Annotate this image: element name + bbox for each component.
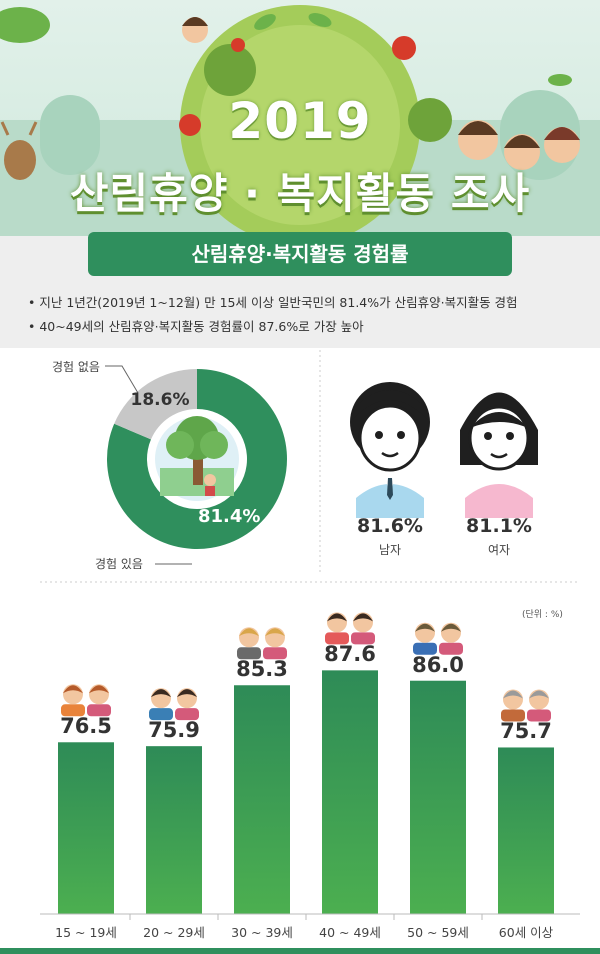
hero-year: 2019 xyxy=(228,92,372,150)
person-shirt xyxy=(439,642,463,655)
person-hair xyxy=(353,613,373,622)
person-hair xyxy=(529,690,549,699)
person-shirt xyxy=(87,704,111,717)
male-value: 81.6% xyxy=(357,515,423,537)
bar-category-label: 30 ~ 39세 xyxy=(231,925,293,940)
bar-value-label: 75.9 xyxy=(148,718,200,743)
person-hair xyxy=(327,613,347,622)
bar-4 xyxy=(410,680,466,914)
female-value: 81.1% xyxy=(466,515,532,537)
male-label: 남자 xyxy=(378,543,402,557)
donut-slice-no-experience xyxy=(114,369,197,440)
person-shirt xyxy=(175,708,199,721)
unit-note: (단위 : %) xyxy=(522,610,563,620)
donut-slice-experience xyxy=(107,369,288,549)
bar-category-label: 20 ~ 29세 xyxy=(143,925,205,940)
person-hair xyxy=(151,689,171,698)
hero-banner: 2019 산림휴양 · 복지활동 조사 xyxy=(0,0,600,240)
summary-bullet-2: • 40~49세의 산림휴양·복지활동 경험률이 87.6%로 가장 높아 xyxy=(28,319,364,334)
chart-canvas xyxy=(40,350,580,920)
bar-category-label: 50 ~ 59세 xyxy=(407,925,469,940)
bar-1 xyxy=(146,746,202,914)
person-hair xyxy=(441,623,461,632)
bar-3 xyxy=(322,670,378,914)
bottom-bar xyxy=(0,948,600,954)
age-ticks xyxy=(129,914,483,920)
legend-leader-yes xyxy=(155,563,192,565)
age-group-faces xyxy=(61,612,551,722)
donut-label-no: 18.6% xyxy=(130,390,190,410)
experience-donut xyxy=(107,369,288,549)
person-hair xyxy=(415,623,435,632)
person-shirt xyxy=(263,647,287,660)
section-title: 산림휴양·복지활동 경험률 xyxy=(88,232,512,276)
bar-category-label: 60세 이상 xyxy=(498,925,554,940)
bar-category-label: 40 ~ 49세 xyxy=(319,925,381,940)
bar-value-label: 75.7 xyxy=(500,719,552,744)
person-hair xyxy=(177,689,197,698)
hero-illustration xyxy=(0,5,600,240)
person-hair xyxy=(89,685,109,694)
summary-bullet-1: • 지난 1년간(2019년 1~12월) 만 15세 이상 일반국민의 81.… xyxy=(28,295,518,310)
person-hair xyxy=(63,685,83,694)
person-shirt xyxy=(149,708,173,721)
female-icon xyxy=(460,392,538,518)
person-shirt xyxy=(413,642,437,655)
donut-label-yes: 81.4% xyxy=(198,506,261,527)
bar-2 xyxy=(234,685,290,914)
legend-no-experience: 경험 없음 xyxy=(52,360,100,374)
person-hair xyxy=(265,628,285,637)
bar-category-label: 15 ~ 19세 xyxy=(55,925,117,940)
legend-experience: 경험 있음 xyxy=(95,557,143,571)
female-label: 여자 xyxy=(487,543,511,557)
person-shirt xyxy=(351,632,375,645)
person-hair xyxy=(239,628,259,637)
male-icon xyxy=(350,382,430,518)
tree-illustration xyxy=(151,413,243,505)
person-shirt xyxy=(527,709,551,722)
bar-value-label: 87.6 xyxy=(324,642,376,667)
person-shirt xyxy=(237,647,261,660)
person-shirt xyxy=(61,704,85,717)
person-shirt xyxy=(501,709,525,722)
bar-value-label: 76.5 xyxy=(60,714,112,739)
person-hair xyxy=(503,690,523,699)
bar-5 xyxy=(498,747,554,914)
age-bars xyxy=(58,670,554,914)
bar-value-label: 86.0 xyxy=(412,652,464,677)
legend-leader-no xyxy=(105,365,139,394)
person-shirt xyxy=(325,632,349,645)
hero-title: 산림휴양 · 복지활동 조사 xyxy=(69,169,531,218)
bar-value-label: 85.3 xyxy=(236,657,288,682)
bar-0 xyxy=(58,742,114,914)
